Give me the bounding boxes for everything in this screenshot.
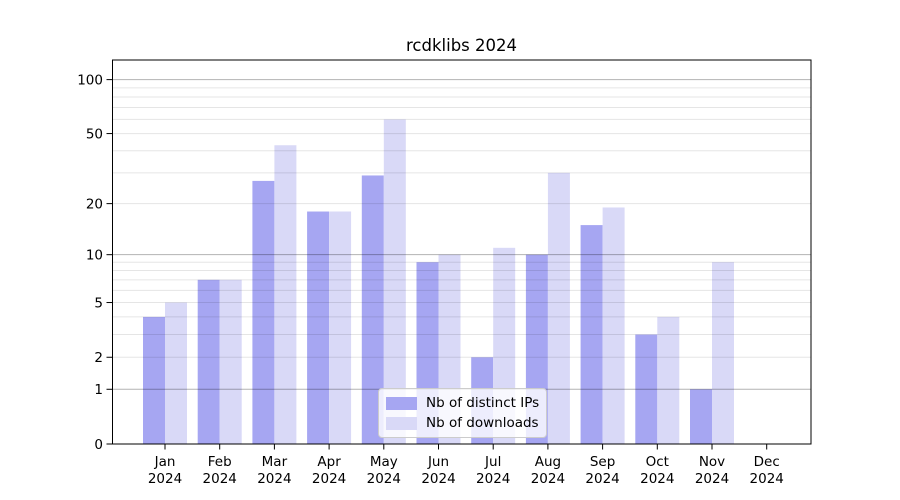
- bar-ips-oct-2024: [635, 334, 658, 444]
- ytick-label-100: 100: [77, 72, 103, 88]
- chart-title: rcdklibs 2024: [406, 36, 517, 55]
- bar-ips-apr-2024: [307, 211, 330, 444]
- bar-ips-may-2024: [361, 175, 384, 444]
- bar-downloads-feb-2024: [219, 279, 242, 444]
- bar-downloads-aug-2024: [547, 172, 570, 445]
- ytick-label-2: 2: [94, 350, 103, 366]
- bar-downloads-oct-2024: [657, 316, 680, 444]
- legend-label-downloads: Nb of downloads: [426, 415, 539, 431]
- bar-ips-sep-2024: [580, 225, 603, 444]
- bar-ips-jan-2024: [143, 316, 165, 444]
- ytick-label-10: 10: [86, 247, 103, 263]
- xtick-label-sep-2024: Sep 2024: [585, 454, 619, 487]
- bar-ips-mar-2024: [252, 180, 275, 444]
- ytick-label-0: 0: [94, 437, 103, 453]
- xtick-label-jul-2024: Jul 2024: [476, 454, 510, 487]
- legend-swatch-ips-icon: [386, 396, 417, 410]
- legend-swatch-downloads-icon: [386, 416, 417, 430]
- bar-ips-feb-2024: [197, 279, 220, 444]
- ytick-label-5: 5: [94, 295, 103, 311]
- xtick-label-jun-2024: Jun 2024: [421, 454, 455, 487]
- axes-frame: [112, 59, 812, 445]
- legend-box: Nb of distinct IPs Nb of downloads: [378, 388, 547, 438]
- bar-downloads-apr-2024: [329, 211, 352, 444]
- xtick-label-dec-2024: Dec 2024: [750, 454, 784, 487]
- xtick-label-apr-2024: Apr 2024: [312, 454, 346, 487]
- xtick-label-mar-2024: Mar 2024: [257, 454, 291, 487]
- ytick-label-20: 20: [86, 196, 103, 212]
- bar-downloads-mar-2024: [274, 145, 297, 444]
- bar-downloads-may-2024: [383, 119, 406, 444]
- xtick-label-jan-2024: Jan 2024: [148, 454, 182, 487]
- bar-ips-nov-2024: [690, 389, 712, 444]
- xtick-label-feb-2024: Feb 2024: [203, 454, 237, 487]
- xtick-label-may-2024: May 2024: [367, 454, 401, 487]
- xtick-label-oct-2024: Oct 2024: [640, 454, 674, 487]
- xtick-label-aug-2024: Aug 2024: [531, 454, 565, 487]
- ytick-label-50: 50: [86, 126, 103, 142]
- bar-downloads-nov-2024: [712, 262, 734, 444]
- legend-label-distinct-ips: Nb of distinct IPs: [426, 395, 540, 411]
- bar-downloads-sep-2024: [602, 207, 625, 444]
- ytick-label-1: 1: [94, 382, 103, 398]
- xtick-label-nov-2024: Nov 2024: [695, 454, 729, 487]
- bar-downloads-jan-2024: [165, 302, 187, 444]
- legend-item-distinct-ips: Nb of distinct IPs: [386, 395, 540, 411]
- legend-item-downloads: Nb of downloads: [386, 415, 539, 431]
